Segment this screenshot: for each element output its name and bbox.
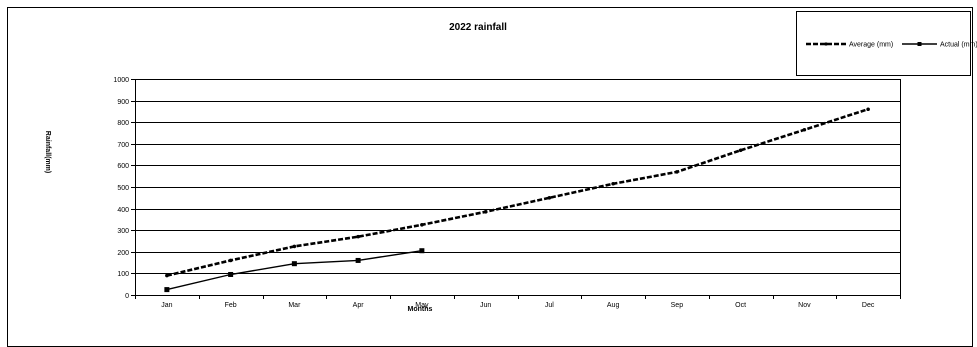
legend: Average (mm) Actual (mm) <box>796 11 977 76</box>
x-tick-label: Mar <box>288 302 301 309</box>
data-point-average <box>165 273 169 278</box>
x-tick-label: May <box>415 302 429 309</box>
y-tick-label: 100 <box>117 271 129 278</box>
data-point-average <box>611 181 615 186</box>
legend-marker-2 <box>917 42 922 46</box>
data-point-actual <box>291 261 297 267</box>
x-axis: Jan Feb Mar Apr May Jun Jul Aug Sep Oct Nov Dec <box>135 295 901 309</box>
data-point-actual <box>164 287 170 293</box>
data-point-average <box>356 234 360 239</box>
data-point-average <box>802 127 807 132</box>
y-tick-label: 800 <box>117 120 129 127</box>
y-tick-label: 500 <box>117 185 129 192</box>
data-point-actual <box>355 257 361 263</box>
data-point-average <box>738 148 743 153</box>
x-tick-label: Sep <box>671 302 684 309</box>
x-tick-label: Jun <box>480 302 491 309</box>
series-line-2 <box>166 250 423 291</box>
y-tick-label: 700 <box>117 142 129 149</box>
y-axis-title: Rainfall(mm) <box>44 131 51 173</box>
x-axis-title: Months <box>408 306 433 313</box>
data-point-actual <box>228 271 234 277</box>
data-point-average <box>483 210 488 214</box>
y-tick-label: 300 <box>117 228 129 235</box>
legend-label-1: Average (mm) <box>849 42 893 49</box>
x-tick-label: Nov <box>798 302 811 309</box>
x-tick-label: Apr <box>353 302 365 309</box>
data-point-actual <box>419 248 425 254</box>
series-line-1 <box>166 107 869 277</box>
y-tick-label: 1000 <box>113 77 129 84</box>
y-axis-title-text: Rainfall(mm) <box>44 131 51 173</box>
data-point-average <box>292 244 297 249</box>
y-tick-label: 900 <box>117 99 129 106</box>
y-axis: 0 100 200 300 400 500 600 700 800 900 1000 <box>113 77 136 300</box>
y-tick-label: 600 <box>117 163 129 170</box>
x-tick-label: Oct <box>735 302 746 309</box>
series-layer <box>164 107 870 293</box>
y-tick-label: 400 <box>117 207 129 214</box>
y-tick-label: 0 <box>125 293 129 300</box>
data-point-average <box>228 258 233 263</box>
data-point-average <box>420 223 424 227</box>
data-point-average <box>547 196 552 200</box>
data-point-average <box>675 170 679 174</box>
x-tick-label: Jul <box>545 302 554 309</box>
y-tick-label: 200 <box>117 250 129 257</box>
x-tick-label: Jan <box>161 302 172 309</box>
data-point-average <box>866 107 870 112</box>
legend-label-2: Actual (mm) <box>940 42 977 49</box>
chart-title: 2022 rainfall <box>449 22 507 33</box>
x-tick-label: Aug <box>607 302 620 309</box>
x-tick-label: Dec <box>862 302 875 309</box>
grid <box>135 79 901 296</box>
x-tick-label: Feb <box>225 302 237 309</box>
legend-marker-1 <box>824 42 828 46</box>
